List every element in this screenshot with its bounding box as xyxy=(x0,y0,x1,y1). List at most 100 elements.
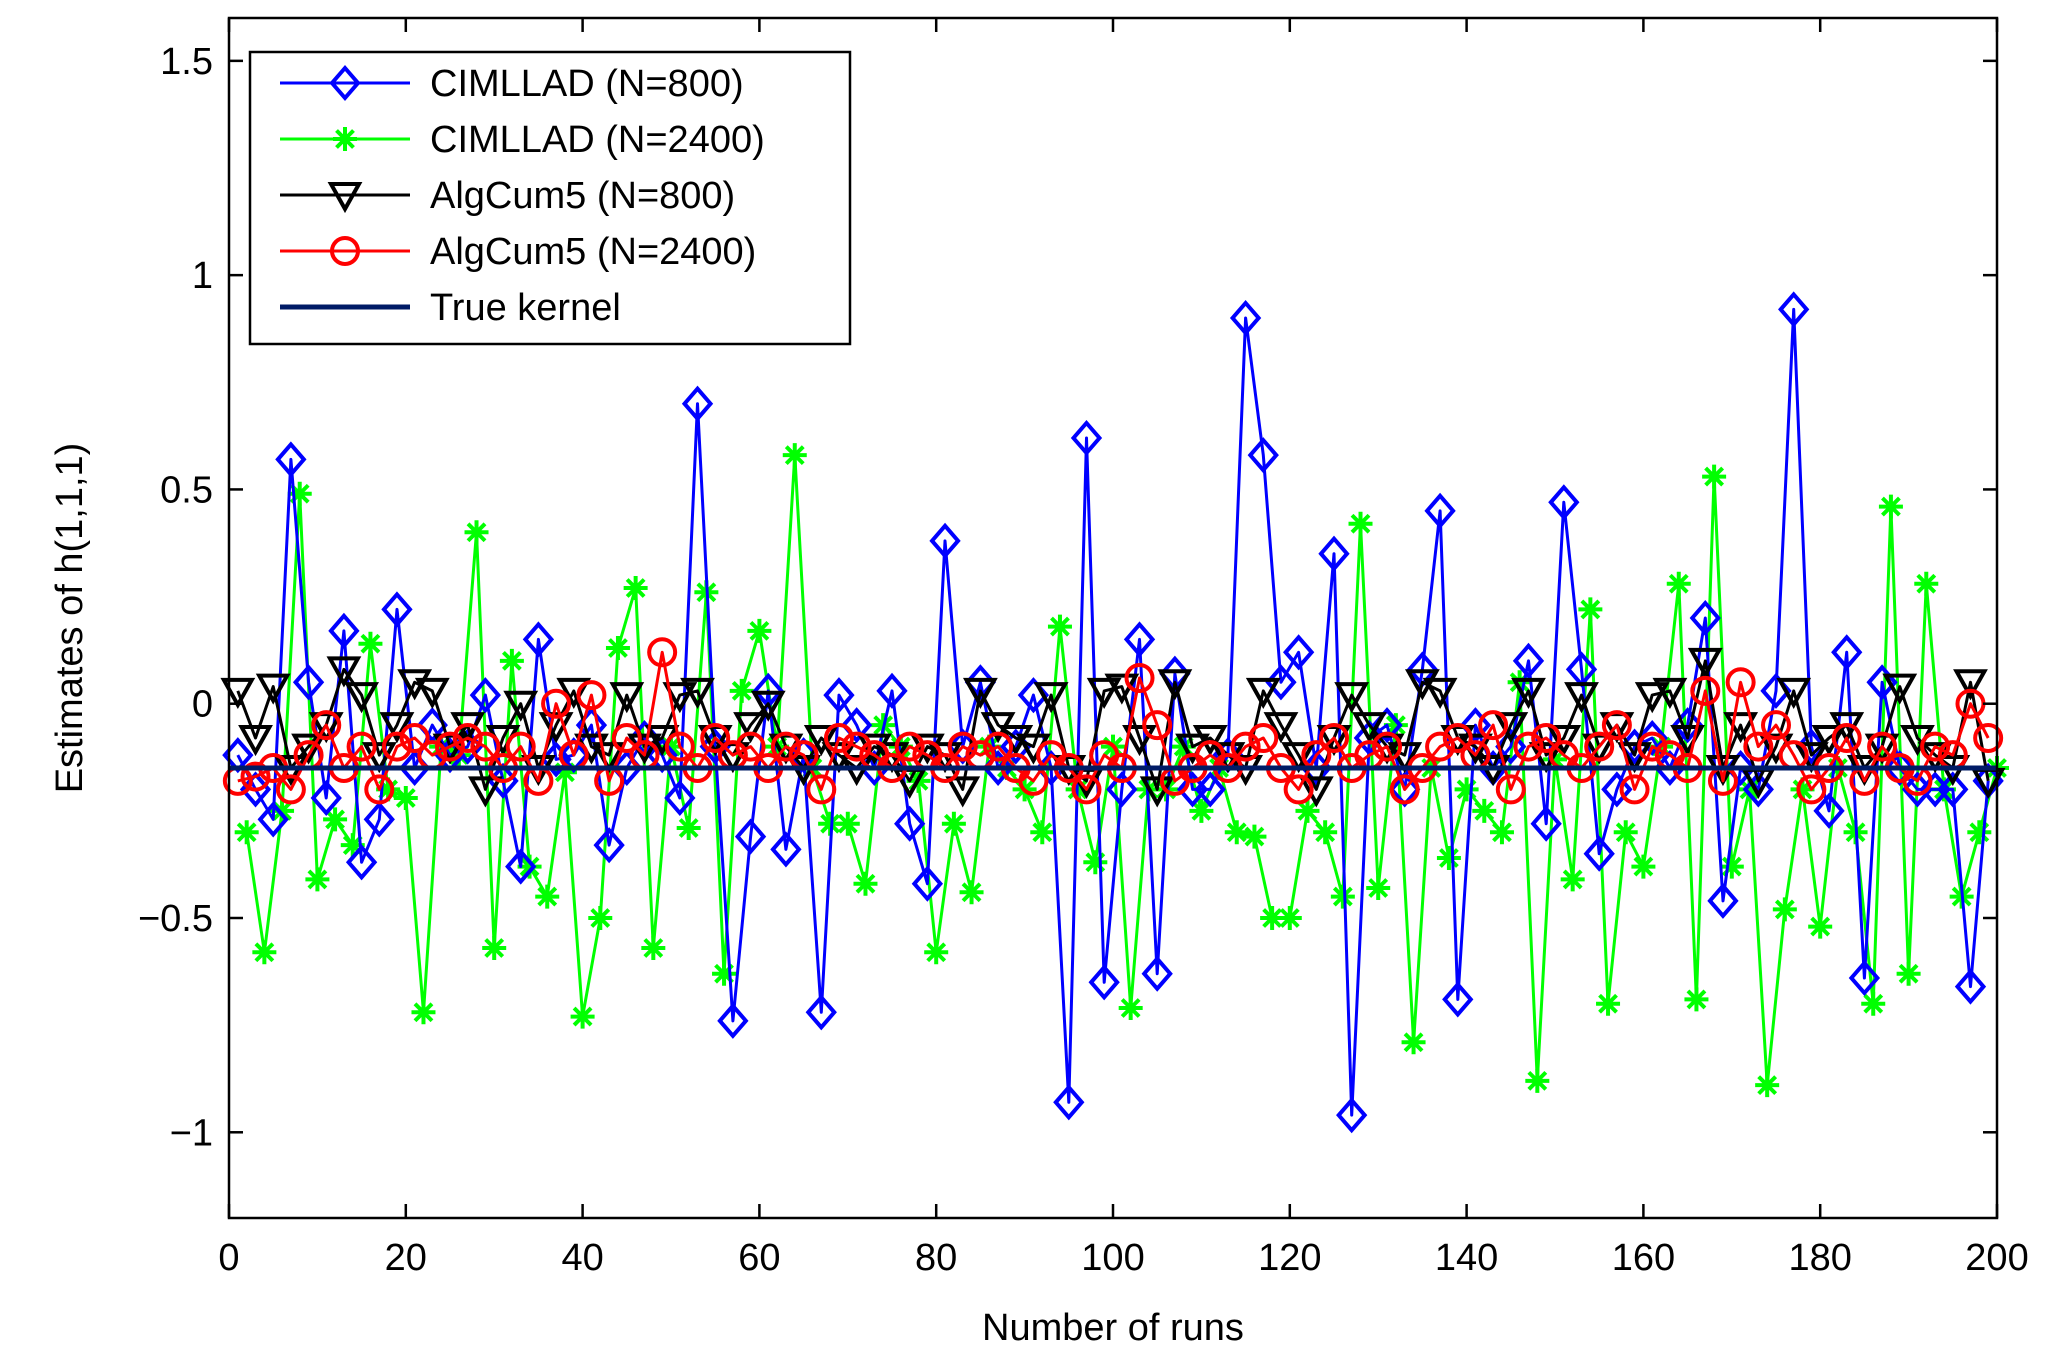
x-tick-label: 80 xyxy=(915,1237,957,1279)
data-point-triangle xyxy=(1493,712,1529,744)
data-point-asterisk xyxy=(340,833,365,858)
data-point-diamond xyxy=(329,64,361,102)
data-point-triangle xyxy=(1652,677,1688,709)
data-point-diamond xyxy=(1954,968,1987,1005)
data-point-asterisk xyxy=(1489,820,1514,845)
legend-label: True kernel xyxy=(430,287,621,329)
data-point-triangle xyxy=(379,712,415,744)
data-point-diamond xyxy=(1229,299,1262,337)
data-point-triangle xyxy=(1687,647,1723,679)
data-point-circle xyxy=(1743,731,1774,762)
data-point-circle xyxy=(311,710,342,741)
data-point-diamond xyxy=(1141,955,1173,992)
legend-item: AlgCum5 (N=800) xyxy=(280,175,735,217)
data-point-triangle xyxy=(1776,677,1812,709)
y-tick-label: 0.5 xyxy=(160,469,213,511)
data-point-triangle xyxy=(291,733,326,765)
data-point-circle xyxy=(611,723,642,753)
data-point-asterisk xyxy=(1472,798,1497,823)
data-point-diamond xyxy=(1778,291,1810,328)
data-point-asterisk xyxy=(358,631,383,656)
legend-item: True kernel xyxy=(280,287,621,329)
data-point-asterisk xyxy=(333,127,357,151)
data-point-diamond xyxy=(469,677,502,714)
data-point-asterisk xyxy=(1702,464,1727,489)
data-point-asterisk xyxy=(376,777,401,802)
data-point-circle xyxy=(1973,723,2004,753)
data-point-triangle xyxy=(1422,677,1458,709)
data-point-asterisk xyxy=(535,884,560,909)
data-point-circle xyxy=(700,723,731,753)
data-point-diamond xyxy=(1848,959,1881,997)
data-point-circle xyxy=(1796,774,1827,805)
data-point-circle xyxy=(399,723,430,753)
data-point-asterisk xyxy=(234,820,259,845)
data-point-asterisk xyxy=(1861,991,1886,1016)
data-point-diamond xyxy=(929,522,961,559)
data-point-circle xyxy=(770,731,801,762)
data-point-diamond xyxy=(1795,728,1828,765)
legend-label: AlgCum5 (N=2400) xyxy=(430,231,756,273)
data-point-diamond xyxy=(664,779,696,817)
y-tick-label: −0.5 xyxy=(138,898,213,940)
data-point-circle xyxy=(1619,774,1650,805)
data-point-asterisk xyxy=(1684,987,1709,1012)
data-point-asterisk xyxy=(782,443,807,468)
data-point-circle xyxy=(381,731,412,762)
data-point-circle xyxy=(1319,723,1349,753)
x-tick-label: 0 xyxy=(218,1237,239,1279)
data-point-asterisk xyxy=(1755,1073,1780,1098)
data-point-diamond xyxy=(1053,1084,1085,1121)
data-point-circle xyxy=(894,731,925,762)
data-point-asterisk xyxy=(1242,824,1267,849)
data-point-circle xyxy=(1690,675,1721,706)
legend-item: AlgCum5 (N=2400) xyxy=(280,231,756,273)
data-point-circle xyxy=(1425,731,1456,762)
data-point-circle xyxy=(1283,774,1314,805)
data-point-triangle xyxy=(1811,725,1847,757)
data-point-triangle xyxy=(326,656,362,688)
data-point-asterisk xyxy=(1047,614,1072,639)
data-point-asterisk xyxy=(1578,597,1603,622)
data-point-circle xyxy=(823,723,854,753)
data-point-triangle xyxy=(750,690,786,722)
data-point-diamond xyxy=(1742,771,1774,808)
data-point-triangle xyxy=(1298,776,1334,808)
data-point-circle xyxy=(541,688,572,719)
data-point-diamond xyxy=(1937,771,1969,808)
data-point-asterisk xyxy=(1330,884,1355,909)
data-point-diamond xyxy=(310,779,342,817)
data-point-diamond xyxy=(699,728,731,765)
data-point-diamond xyxy=(1813,792,1845,829)
data-point-asterisk xyxy=(482,936,507,960)
y-axis-title: Estimates of h(1,1,1) xyxy=(49,443,91,794)
legend-label: CIMLLAD (N=2400) xyxy=(430,119,765,161)
data-point-asterisk xyxy=(499,648,524,673)
data-point-asterisk xyxy=(287,481,312,506)
data-point-asterisk xyxy=(712,961,737,986)
data-point-diamond xyxy=(876,672,908,709)
data-point-triangle xyxy=(503,690,539,722)
data-point-circle xyxy=(1531,723,1562,753)
data-point-diamond xyxy=(1353,719,1386,757)
legend-item: CIMLLAD (N=2400) xyxy=(280,119,765,161)
data-point-circle xyxy=(364,774,395,805)
data-point-asterisk xyxy=(924,940,949,965)
data-point-asterisk xyxy=(1878,494,1903,519)
data-point-triangle xyxy=(1564,682,1599,714)
data-point-asterisk xyxy=(1260,906,1285,930)
data-point-asterisk xyxy=(305,867,330,892)
data-point-diamond xyxy=(1247,437,1279,474)
data-point-diamond xyxy=(593,827,625,864)
data-point-circle xyxy=(1867,731,1898,762)
data-point-asterisk xyxy=(1737,777,1762,802)
data-point-diamond xyxy=(1088,964,1120,1001)
data-point-diamond xyxy=(1601,771,1633,808)
data-point-diamond xyxy=(522,621,555,658)
data-point-triangle xyxy=(327,182,363,214)
data-point-asterisk xyxy=(1596,991,1621,1016)
data-point-diamond xyxy=(1530,805,1562,842)
data-point-triangle xyxy=(1263,712,1299,744)
data-point-asterisk xyxy=(1401,1030,1426,1055)
data-point-circle xyxy=(735,731,766,762)
